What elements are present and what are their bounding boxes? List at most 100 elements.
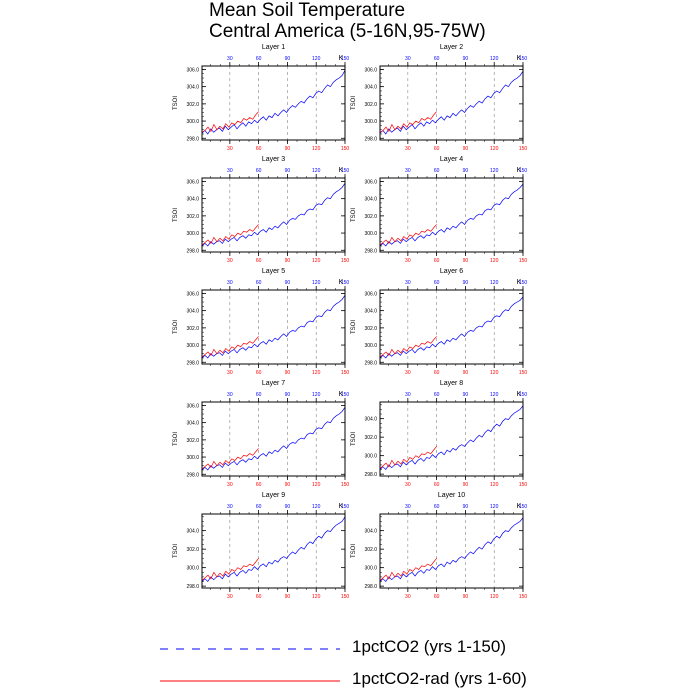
y-tick-label: 300.0: [364, 454, 377, 460]
panel-title: Layer 2: [440, 44, 463, 51]
y-tick-label: 302.0: [364, 102, 377, 108]
x-tick-label-top: 90: [463, 168, 469, 174]
series-line-1pctco2: [201, 516, 346, 583]
x-tick-label-top: 120: [490, 280, 499, 286]
plot-frame: [201, 513, 346, 589]
y-tick-label: 302.0: [186, 214, 199, 220]
y-axis-label: TSOI: [351, 96, 357, 110]
y-axis-label: TSOI: [173, 96, 179, 110]
panel-layer-1: Layer 1 K 298.0 300.0 302.0 304.0 306.0 TSOI 30 3…: [173, 44, 349, 152]
x-tick-label-top: 90: [285, 392, 291, 398]
x-tick-label-bottom: 90: [285, 370, 291, 376]
panel-layer-3: Layer 3 K 298.0 300.0 302.0 304.0 306.0 TSOI 30 3…: [173, 156, 349, 264]
x-tick-label-bottom: 30: [227, 146, 233, 152]
series-line-1pctco2: [379, 517, 524, 583]
y-tick-label: 302.0: [186, 326, 199, 332]
panel-title: Layer 3: [262, 156, 285, 163]
x-tick-label-bottom: 120: [312, 594, 321, 600]
x-tick-label-top: 30: [227, 504, 233, 510]
series-line-1pctco2-rad: [201, 111, 259, 133]
x-tick-label-bottom: 150: [519, 482, 528, 488]
x-tick-label-bottom: 150: [341, 594, 350, 600]
x-tick-label-bottom: 60: [434, 370, 440, 376]
units-label: K: [339, 391, 344, 398]
plot-frame: [379, 289, 524, 365]
x-tick-label-top: 150: [519, 392, 528, 398]
x-tick-label-bottom: 60: [434, 482, 440, 488]
units-label: K: [339, 503, 344, 510]
panel-layer-5: Layer 5 K 298.0 300.0 302.0 304.0 306.0 TSOI 30 3…: [173, 268, 349, 376]
x-tick-label-bottom: 90: [285, 482, 291, 488]
y-tick-label: 298.0: [364, 248, 377, 254]
x-tick-label-bottom: 60: [256, 370, 262, 376]
series-line-1pctco2-rad: [201, 448, 259, 470]
y-tick-label: 298.0: [186, 584, 199, 590]
series-line-1pctco2-rad: [379, 111, 437, 133]
x-tick-label-top: 60: [434, 168, 440, 174]
x-tick-label-top: 60: [434, 280, 440, 286]
series-line-1pctco2: [379, 71, 524, 135]
y-tick-label: 304.0: [364, 197, 377, 203]
x-tick-label-top: 120: [312, 504, 321, 510]
y-axis-label: TSOI: [173, 320, 179, 334]
x-tick-label-bottom: 120: [490, 594, 499, 600]
y-tick-label: 300.0: [364, 343, 377, 349]
y-tick-label: 300.0: [186, 455, 199, 461]
units-label: K: [517, 391, 522, 398]
x-tick-label-bottom: 150: [341, 482, 350, 488]
x-tick-label-bottom: 60: [256, 258, 262, 264]
x-tick-label-bottom: 30: [227, 594, 233, 600]
x-tick-label-top: 120: [312, 56, 321, 62]
y-tick-label: 302.0: [186, 438, 199, 444]
x-tick-label-bottom: 90: [285, 258, 291, 264]
y-tick-label: 300.0: [186, 566, 199, 572]
x-tick-label-bottom: 60: [434, 146, 440, 152]
plot-frame: [201, 401, 346, 477]
y-tick-label: 298.0: [364, 584, 377, 590]
y-tick-label: 306.0: [186, 403, 199, 409]
units-label: K: [517, 167, 522, 174]
y-axis-label: TSOI: [173, 544, 179, 558]
y-tick-label: 302.0: [364, 326, 377, 332]
x-tick-label-bottom: 90: [285, 146, 291, 152]
x-tick-label-bottom: 150: [341, 146, 350, 152]
figure-title-line1: Mean Soil Temperature: [209, 0, 406, 21]
units-label: K: [517, 55, 522, 62]
x-tick-label-bottom: 60: [434, 258, 440, 264]
y-tick-label: 306.0: [364, 67, 377, 73]
panel-title: Layer 4: [440, 156, 463, 163]
y-tick-label: 298.0: [186, 360, 199, 366]
x-tick-label-bottom: 150: [519, 594, 528, 600]
panel-title: Layer 5: [262, 268, 285, 275]
y-tick-label: 304.0: [364, 85, 377, 91]
x-tick-label-top: 30: [227, 280, 233, 286]
series-line-1pctco2-rad: [201, 336, 259, 358]
x-tick-label-top: 90: [285, 56, 291, 62]
y-tick-label: 304.0: [364, 309, 377, 315]
units-label: K: [517, 279, 522, 286]
x-tick-label-top: 150: [341, 280, 350, 286]
x-tick-label-bottom: 90: [285, 594, 291, 600]
plot-frame: [201, 289, 346, 365]
x-tick-label-bottom: 150: [341, 258, 350, 264]
x-tick-label-bottom: 90: [463, 258, 469, 264]
x-tick-label-bottom: 60: [256, 146, 262, 152]
x-tick-label-top: 30: [405, 168, 411, 174]
x-tick-label-top: 60: [434, 56, 440, 62]
panel-title: Layer 6: [440, 268, 463, 275]
x-tick-label-top: 30: [405, 392, 411, 398]
plot-frame: [379, 65, 524, 141]
x-tick-label-top: 150: [341, 56, 350, 62]
plot-frame: [201, 65, 346, 141]
series-line-1pctco2-rad: [201, 224, 259, 246]
y-axis-label: TSOI: [351, 544, 357, 558]
units-label: K: [517, 503, 522, 510]
y-tick-label: 298.0: [186, 136, 199, 142]
x-tick-label-bottom: 120: [312, 370, 321, 376]
x-tick-label-bottom: 120: [312, 146, 321, 152]
y-axis-label: TSOI: [351, 320, 357, 334]
x-tick-label-top: 30: [405, 56, 411, 62]
y-axis-label: TSOI: [173, 432, 179, 446]
y-tick-label: 300.0: [186, 231, 199, 237]
